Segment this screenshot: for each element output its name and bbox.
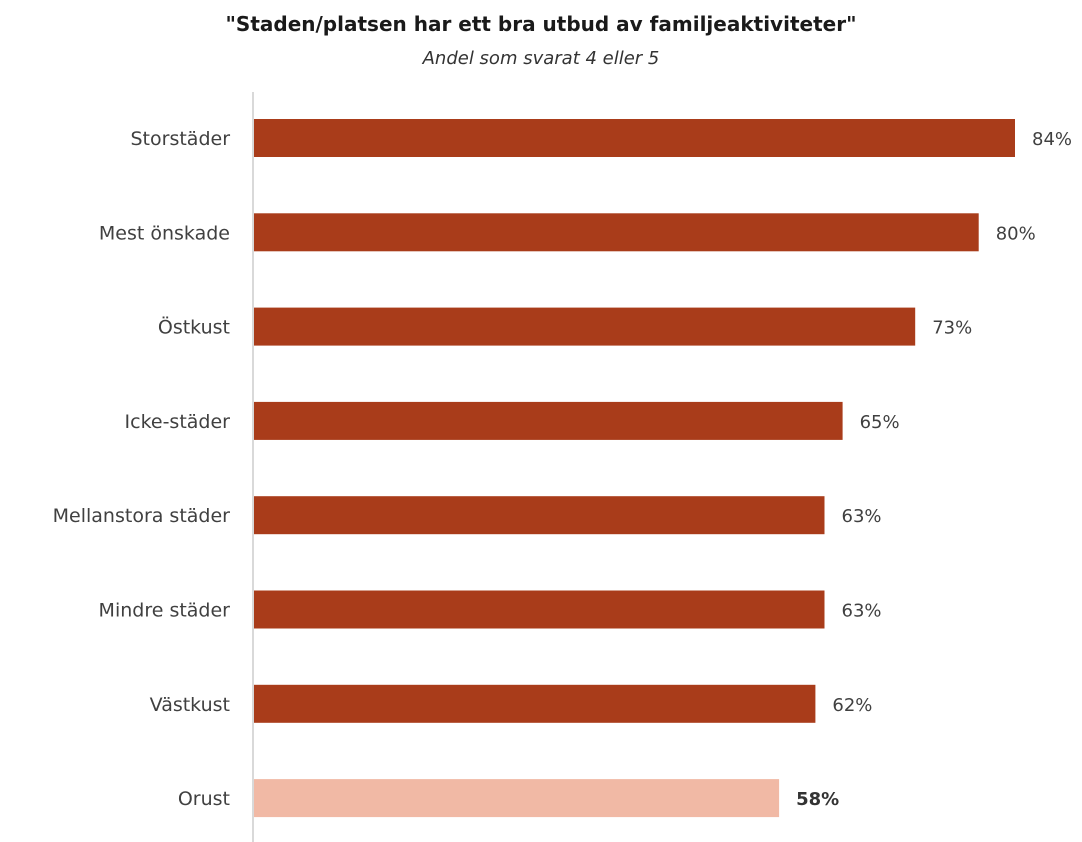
value-label-vastkust: 62%: [832, 695, 872, 716]
value-label-orust: 58%: [796, 789, 839, 810]
value-label-ostkust: 73%: [932, 318, 972, 339]
category-label-orust: Orust: [178, 788, 230, 810]
chart-title: "Staden/platsen har ett bra utbud av fam…: [225, 12, 857, 36]
bar-orust: [253, 779, 780, 818]
bar-mest-onskade: [253, 213, 979, 252]
category-label-icke-stader: Icke-städer: [125, 411, 231, 433]
category-label-storstader: Storstäder: [131, 128, 231, 150]
value-label-storstader: 84%: [1032, 129, 1072, 150]
category-label-ostkust: Östkust: [158, 316, 230, 339]
value-label-mest-onskade: 80%: [996, 223, 1036, 244]
value-label-icke-stader: 65%: [860, 412, 900, 433]
category-label-mest-onskade: Mest önskade: [99, 222, 230, 244]
category-label-vastkust: Västkust: [150, 694, 230, 716]
chart-subtitle: Andel som svarat 4 eller 5: [422, 48, 660, 69]
bar-icke-stader: [253, 401, 843, 440]
category-label-mellanstora-stader: Mellanstora städer: [53, 505, 231, 527]
value-label-mindre-stader: 63%: [842, 601, 882, 622]
category-label-mindre-stader: Mindre städer: [99, 600, 231, 622]
bar-storstader: [253, 119, 1015, 157]
value-label-mellanstora-stader: 63%: [842, 506, 882, 527]
bar-mindre-stader: [253, 590, 825, 629]
bar-mellanstora-stader: [253, 496, 825, 535]
bar-ostkust: [253, 307, 916, 346]
bar-vastkust: [253, 684, 816, 723]
